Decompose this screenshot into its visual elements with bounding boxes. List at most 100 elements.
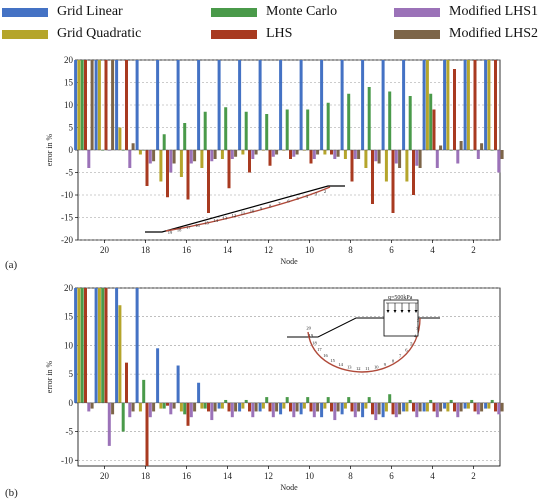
y-tick-label: 15 xyxy=(64,312,74,322)
bar xyxy=(439,402,443,412)
inset-node-label: 16 xyxy=(195,223,200,228)
x-tick-label: 18 xyxy=(141,245,151,255)
bar xyxy=(179,402,183,412)
bar xyxy=(197,382,201,403)
legend-item-modified-lhs1: Modified LHS1 xyxy=(394,4,538,20)
bar xyxy=(258,60,262,150)
bar xyxy=(101,150,105,151)
inset-node-label: 15 xyxy=(204,220,209,225)
bar xyxy=(244,399,248,403)
bar xyxy=(456,150,460,164)
bar xyxy=(121,402,125,432)
bar xyxy=(384,402,388,412)
slope-profile xyxy=(145,185,345,233)
bar xyxy=(374,150,378,162)
y-tick-label: -5 xyxy=(66,168,74,178)
inset-node-label: 2 xyxy=(324,189,326,194)
bar xyxy=(183,123,187,150)
bar xyxy=(268,402,272,412)
bar xyxy=(377,402,381,415)
y-tick-label: 15 xyxy=(64,78,74,88)
legend-item-grid-linear: Grid Linear xyxy=(2,4,123,20)
bar xyxy=(497,402,501,415)
bar xyxy=(312,150,316,159)
bar xyxy=(391,402,395,415)
bar xyxy=(333,150,337,159)
bar xyxy=(152,150,156,162)
bar xyxy=(159,150,163,182)
legend-swatch xyxy=(394,29,440,39)
bar xyxy=(476,402,480,415)
bar xyxy=(145,402,149,466)
y-tick-label: -10 xyxy=(61,190,73,200)
bar xyxy=(77,60,81,150)
inset-node-label: 17 xyxy=(317,347,322,352)
bar xyxy=(446,402,450,412)
bar xyxy=(439,145,443,150)
bar xyxy=(377,150,381,164)
bar xyxy=(230,402,234,418)
x-tick-label: 10 xyxy=(305,471,315,481)
bar xyxy=(309,150,313,164)
x-tick-label: 14 xyxy=(223,471,233,481)
bar xyxy=(80,288,84,403)
bar xyxy=(142,150,146,151)
x-tick-label: 2 xyxy=(471,471,476,481)
bar xyxy=(388,394,392,403)
bar xyxy=(207,150,210,213)
legend-swatch xyxy=(2,7,48,17)
bar xyxy=(282,402,286,409)
bar xyxy=(326,397,330,403)
bar xyxy=(80,60,84,150)
bar xyxy=(135,288,139,403)
legend-label: Modified LHS1 xyxy=(449,4,539,19)
x-tick-label: 18 xyxy=(141,471,151,481)
inset-node-label: 13 xyxy=(347,364,352,369)
y-tick-label: -15 xyxy=(61,213,73,223)
bar xyxy=(193,402,197,412)
bar xyxy=(466,402,470,409)
footing xyxy=(383,299,419,337)
x-tick-label: 16 xyxy=(182,471,192,481)
x-tick-label: 4 xyxy=(430,471,435,481)
inset-node-label: 12 xyxy=(232,213,237,218)
bar xyxy=(248,402,251,412)
y-tick-label: 0 xyxy=(69,398,74,408)
y-tick-label: 0 xyxy=(69,145,74,155)
bar xyxy=(425,402,429,412)
bar xyxy=(115,288,119,403)
inset-node-label: 8 xyxy=(269,203,272,208)
y-tick-label: 5 xyxy=(69,369,74,379)
bar xyxy=(402,60,406,150)
bar xyxy=(200,402,204,409)
bar xyxy=(500,402,504,412)
bar xyxy=(148,150,152,164)
x-tick-label: 12 xyxy=(264,245,273,255)
legend-label: LHS xyxy=(266,26,293,41)
legend-label: Grid Quadratic xyxy=(57,26,142,41)
bar xyxy=(295,150,299,155)
x-tick-label: 20 xyxy=(100,245,110,255)
bar xyxy=(203,402,207,409)
bar xyxy=(320,60,324,150)
bar xyxy=(197,60,201,150)
bar xyxy=(336,150,340,157)
bar xyxy=(148,402,152,418)
inset-node-label: 9 xyxy=(260,206,263,211)
y-tick-label: 10 xyxy=(64,100,74,110)
bar xyxy=(138,150,142,155)
bar xyxy=(453,69,456,150)
bar xyxy=(418,402,422,412)
bar xyxy=(422,60,426,150)
inset-node-label: 9 xyxy=(384,362,387,367)
bar xyxy=(94,288,98,403)
bar xyxy=(336,402,340,412)
bar xyxy=(128,402,132,418)
bar xyxy=(480,143,484,150)
legend-swatch xyxy=(211,29,257,39)
x-tick-label: 12 xyxy=(264,471,273,481)
bar xyxy=(361,60,365,150)
plot-frame xyxy=(77,287,501,467)
bar xyxy=(186,150,190,200)
bar xyxy=(84,288,87,403)
